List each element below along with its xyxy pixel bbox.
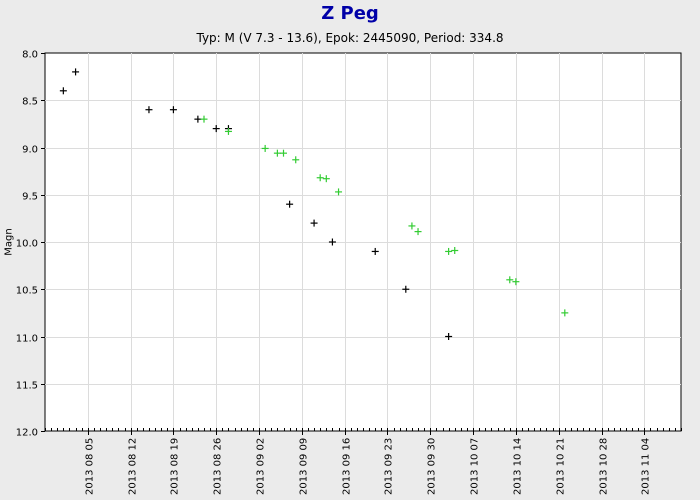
x-axis: 2013 08 05 2013 08 12 2013 08 19 2013 08 26… [45,428,682,495]
x-tick-label: 2013 09 16 [342,438,353,495]
x-tick-label: 2013 09 23 [384,438,395,495]
data-point [292,156,300,164]
y-tick-label: 8.0 [22,50,38,61]
data-point [408,222,416,230]
y-tick-label: 10.5 [16,286,38,297]
chart-title: Z Peg [321,3,379,24]
data-point [224,127,232,135]
x-tick-label: 2013 10 07 [470,438,481,495]
x-tick-label: 2013 10 14 [513,438,524,495]
data-point [72,68,80,76]
x-tick-label: 2013 08 26 [213,438,224,495]
data-point [371,247,379,255]
data-point [145,106,153,114]
x-tick-label: 2013 09 09 [299,438,310,495]
x-tick-label: 2013 08 05 [85,438,96,495]
y-tick-label: 10.0 [16,239,38,250]
grid [45,53,681,431]
data-point [212,125,220,133]
data-point [280,149,287,157]
y-axis: 8.0 8.5 9.0 9.5 10.0 10.5 11.0 11.5 12.0 [16,50,45,439]
data-point [286,200,294,208]
chart-subtitle: Typ: M (V 7.3 - 13.6), Epok: 2445090, Pe… [196,31,504,45]
data-point [328,238,336,246]
data-point [310,219,318,227]
x-tick-label: 2013 10 28 [599,438,610,495]
y-tick-label: 9.0 [22,145,38,156]
y-tick-label: 9.5 [22,192,38,203]
data-point [316,174,324,182]
x-tick-label: 2013 09 02 [256,438,267,495]
data-point [445,247,453,255]
data-point [414,228,422,236]
y-tick-label: 11.0 [16,334,38,345]
data-point [512,278,520,286]
y-tick-label: 11.5 [16,381,38,392]
data-point [445,333,453,340]
data-point [335,188,343,196]
y-tick-label: 8.5 [22,97,38,108]
data-point [402,285,410,293]
data-point [59,87,67,95]
x-tick-label: 2013 11 04 [641,438,652,495]
x-tick-label: 2013 08 19 [170,438,181,495]
data-point [273,149,281,157]
data-points [59,68,569,340]
y-tick-label: 12.0 [16,428,38,439]
data-point [451,247,459,255]
data-point [194,115,202,123]
data-point [561,309,569,317]
x-tick-label: 2013 08 12 [128,438,139,495]
data-point [200,115,208,123]
x-tick-label: 2013 10 21 [556,438,567,495]
data-point [261,144,269,152]
data-point [169,106,177,114]
data-point [322,175,330,183]
x-tick-label: 2013 09 30 [427,438,438,495]
data-point [506,276,514,284]
